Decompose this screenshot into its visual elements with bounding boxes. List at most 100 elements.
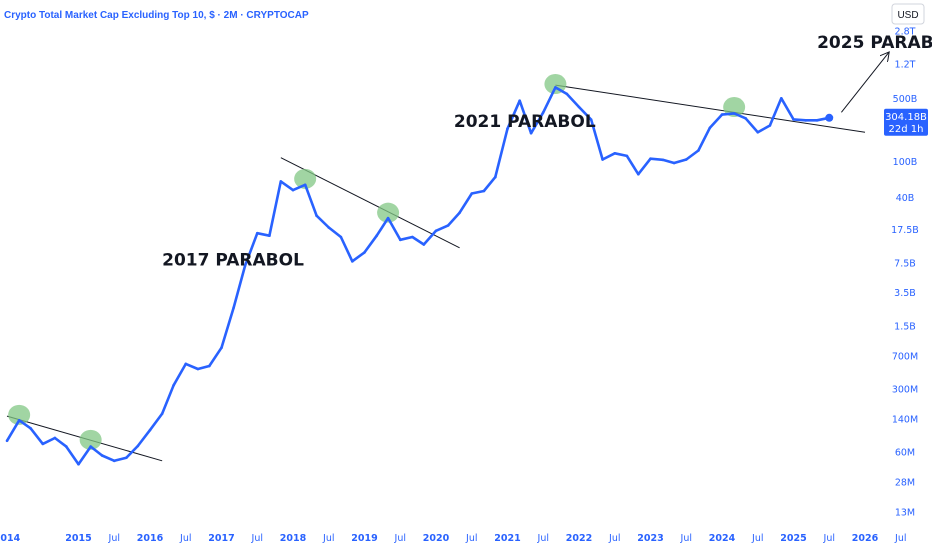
data-point [697,149,700,152]
trendlines-layer [6,53,889,462]
data-point [482,189,486,193]
data-point [29,427,32,430]
y-tick-label: 500B [893,94,918,105]
data-point [732,112,736,115]
x-tick-label: Jul [179,533,191,544]
data-point [160,412,164,415]
data-point [5,439,9,443]
data-point [672,161,676,165]
data-point [434,229,438,233]
annotation-text-3: 2017 PARABOL [162,251,304,271]
x-tick-label: Jul [322,533,334,544]
y-axis[interactable]: 2.8T 1.2T 500B 100B 40B 17.5B 7.5B 3.5B 1.5B 700M… [891,26,919,518]
highlight-circle-6 [723,97,746,118]
data-point [327,226,331,229]
y-tick-label: 60M [895,448,915,459]
x-tick-label: Jul [894,533,906,544]
data-point [601,158,604,161]
y-tick-label: 28M [895,477,915,488]
data-point [494,175,497,179]
data-point [339,235,343,239]
x-tick-label: 2024 [709,533,736,544]
data-point [661,158,664,162]
data-point [613,151,617,155]
last-point-marker [825,113,834,122]
x-tick-label: 2023 [637,533,663,544]
data-point [279,180,283,183]
y-tick-label: 1.5B [894,321,916,332]
x-tick-label: Jul [680,533,692,544]
data-point [744,117,747,120]
data-point [506,127,509,131]
data-point [649,157,652,161]
data-point [411,235,414,239]
data-point [351,260,354,263]
arrow-up-right [841,53,888,113]
bar-countdown: 22d 1h [889,124,924,135]
highlight-circle-3 [294,168,317,189]
series-layer [5,86,834,466]
data-point [243,264,247,267]
data-point [184,362,188,366]
data-point [768,124,772,127]
data-point [637,172,640,176]
y-tick-label: 3.5B [894,288,916,299]
data-point [232,306,235,309]
data-point [804,119,807,122]
x-axis[interactable]: 2014 2015 Jul 2016 Jul 2017 Jul 2018 Jul 2019 Jul 2… [0,533,906,544]
data-point [291,188,295,192]
data-point [720,113,724,116]
data-point [577,105,581,109]
data-point [792,118,795,121]
data-point [589,118,593,121]
y-tick-label: 1.2T [895,60,916,71]
x-tick-label: 2020 [423,533,450,544]
data-point [386,216,390,220]
x-tick-label: Jul [537,533,549,544]
currency-selector[interactable]: USD [891,3,925,25]
y-tick-label: 300M [892,385,918,396]
highlight-circle-4 [377,202,400,223]
y-tick-label: 100B [893,157,918,168]
x-tick-label: Jul [823,533,835,544]
series-line-1 [5,86,830,466]
x-tick-label: Jul [108,533,120,544]
annotation-text-2: 2021 PARABOL [454,112,596,132]
data-point [41,442,45,446]
x-tick-label: Jul [251,533,263,544]
y-tick-label: 2.8T [895,26,916,37]
data-point [77,462,80,466]
data-point [780,97,783,100]
data-point [315,214,318,217]
data-point [53,436,57,440]
data-point [65,445,68,448]
highlights-layer [8,74,746,450]
last-price-box [884,108,928,136]
data-point [303,183,307,187]
x-tick-label: 2021 [494,533,520,544]
y-tick-label: 140M [892,414,918,425]
x-tick-label: 2016 [137,533,164,544]
data-point [518,99,521,103]
x-tick-label: 2014 [0,533,21,544]
data-point [684,158,688,161]
data-point [363,251,366,254]
last-price-value: 304.18B [885,112,927,123]
data-point [196,367,200,371]
data-point [268,234,271,238]
data-point [815,119,819,122]
data-point [446,224,450,227]
data-point [458,211,461,214]
x-tick-label: 2017 [208,533,234,544]
data-point [398,238,402,242]
x-tick-label: 2015 [65,533,91,544]
x-tick-label: 2026 [852,533,879,544]
data-point [255,231,259,235]
x-tick-label: Jul [608,533,620,544]
y-tick-label: 17.5B [891,225,919,236]
x-tick-label: 2019 [351,533,377,544]
data-point [708,126,712,130]
data-point [422,243,426,246]
